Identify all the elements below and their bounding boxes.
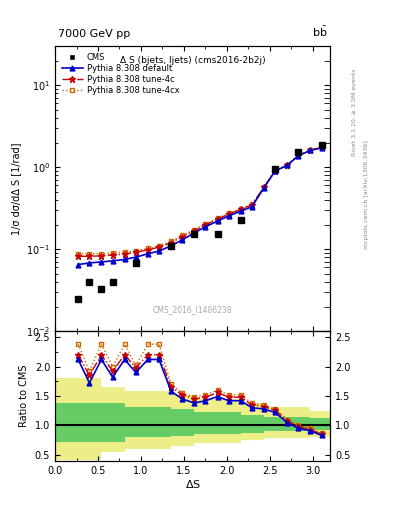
X-axis label: $\Delta$S: $\Delta$S	[185, 478, 200, 490]
Text: CMS_2016_I1486238: CMS_2016_I1486238	[153, 305, 232, 314]
Y-axis label: Ratio to CMS: Ratio to CMS	[19, 365, 29, 427]
Legend: CMS, Pythia 8.308 default, Pythia 8.308 tune-4c, Pythia 8.308 tune-4cx: CMS, Pythia 8.308 default, Pythia 8.308 …	[59, 50, 182, 97]
Text: Δ S (bjets, ljets) (cms2016-2b2j): Δ S (bjets, ljets) (cms2016-2b2j)	[120, 56, 265, 65]
Text: mcplots.cern.ch [arXiv:1306.3436]: mcplots.cern.ch [arXiv:1306.3436]	[364, 140, 369, 249]
Text: b$\bar{\rm b}$: b$\bar{\rm b}$	[312, 25, 327, 39]
Text: Rivet 3.1.10, ≥ 3.5M events: Rivet 3.1.10, ≥ 3.5M events	[352, 69, 357, 156]
Text: 7000 GeV pp: 7000 GeV pp	[58, 29, 130, 39]
Y-axis label: 1/σ dσ/dΔ S [1/rad]: 1/σ dσ/dΔ S [1/rad]	[11, 142, 21, 235]
